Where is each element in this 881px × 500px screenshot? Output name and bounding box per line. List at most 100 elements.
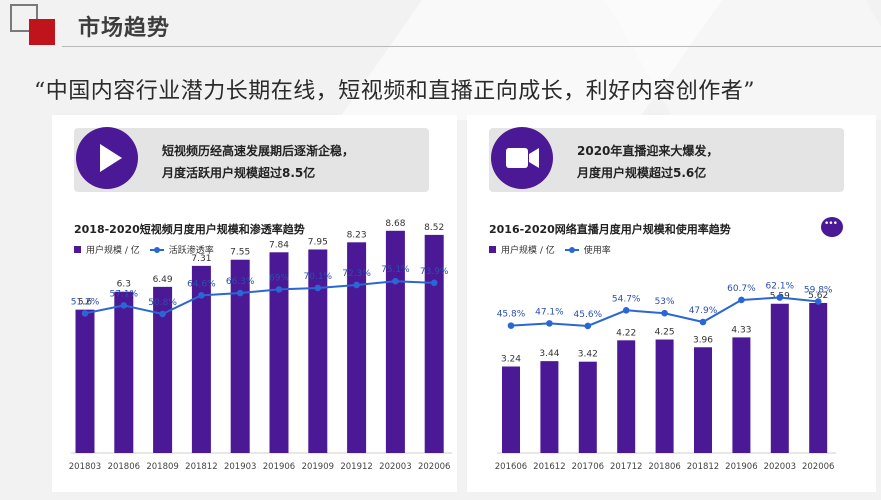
line-point [699,318,707,326]
bar [655,339,674,453]
line-value-label: 64.6% [187,279,216,289]
x-tick-label: 202006 [802,462,834,472]
bar-value-label: 7.84 [269,240,289,250]
callout-text: 短视频历经高速发展期后逐渐企稳， 月度活跃用户规模超过8.5亿 [162,140,354,184]
bar-value-label: 5.62 [808,291,828,301]
line-value-label: 45.6% [574,310,603,320]
chart-title: 2016-2020网络直播月度用户规模和使用率趋势 [489,223,731,236]
line-value-label: 60.7% [727,284,756,294]
logo-outline-square [10,4,38,32]
line-value-label: 70.1% [304,272,333,282]
callout-line: 月度活跃用户规模超过8.5亿 [162,166,316,180]
bar [502,366,520,453]
x-tick-label: 201712 [610,462,642,472]
line-series [84,280,435,315]
bar-value-label: 3.42 [578,350,598,360]
chart-title: 2018-2020短视频月度用户规模和渗透率趋势 [74,223,305,236]
callout-box: 2020年直播迎来大爆发， 月度用户规模超过5.6亿 [489,127,844,192]
bar-value-label: 7.55 [230,248,250,258]
legend-bar-label: 用户规模 / 亿 [86,246,140,256]
line-point [120,302,128,309]
line-value-label: 47.9% [689,306,718,316]
logo-red-square [29,19,55,45]
bar [694,347,712,453]
line-point [546,320,553,327]
live-streaming-chart: 3.24 201606 3.44 201612 3.42 201706 4.22 201712… [495,282,837,472]
line-point [814,298,822,305]
bar [809,302,828,453]
bar [75,309,95,453]
line-value-label: 53% [655,297,675,307]
x-tick-label: 201812 [687,462,719,472]
x-tick-label: 201806 [108,462,140,472]
bar-value-label: 4.22 [616,328,636,338]
bar-value-label: 8.52 [424,223,444,233]
line-point [584,322,592,330]
line-point [159,310,166,318]
bar-value-label: 4.33 [731,325,751,335]
bar-value-label: 8.68 [385,219,405,229]
line-point [314,284,322,292]
legend-line-label: 使用率 [583,246,611,256]
line-value-label: 75.1% [381,265,410,275]
bar [617,340,636,453]
bar-value-label: 5.6 [78,298,93,308]
x-tick-label: 201606 [495,462,527,472]
page-title: 市场趋势 [78,16,171,41]
bar-value-label: 4.25 [655,328,675,338]
x-tick-label: 201612 [533,462,565,472]
bar [385,230,405,453]
legend-line-label: 活跃渗透率 [168,246,214,256]
x-tick-label: 201812 [185,462,217,472]
line-point [430,279,438,287]
bar-value-label: 8.23 [347,230,367,240]
x-tick-label: 201912 [340,462,372,472]
line-point [81,310,89,317]
bar [308,249,328,453]
x-tick-label: 201803 [69,462,101,472]
bar-value-label: 7.31 [191,254,211,264]
bar [269,252,289,453]
legend-line-swatch [564,246,579,253]
line-value-label: 51.2% [71,297,100,307]
x-tick-label: 201909 [302,462,334,472]
line-value-label: 45.8% [497,310,526,320]
line-value-label: 57.1% [110,289,139,299]
line-point [353,281,360,289]
bar [191,265,211,453]
line-value-label: 72.3% [342,269,371,279]
bar [153,286,173,453]
bar [770,303,789,453]
x-tick-label: 202003 [379,462,411,472]
legend-bar-label: 用户规模 / 亿 [501,246,555,256]
chart-legend: 用户规模 / 亿 活跃渗透率 [74,243,214,256]
x-tick-label: 201809 [146,462,178,472]
bar [732,337,751,453]
headline-quote: “中国内容行业潜力长期在线，短视频和直播正向成长，利好内容创作者” [34,79,755,104]
line-point [275,286,283,293]
chart-legend: 用户规模 / 亿 使用率 [489,243,611,256]
play-icon [76,127,138,189]
short-video-chart: 5.6 201803 6.3 201806 6.49 201809 7.31 201812 7.… [69,219,453,472]
callout-text: 2020年直播迎来大爆发， 月度用户规模超过5.6亿 [577,140,718,184]
callout-line: 2020年直播迎来大爆发， [577,144,719,158]
bar-value-label: 7.95 [308,237,328,247]
line-value-label: 73.9% [420,267,449,277]
video-camera-icon [491,127,553,189]
callout-line: 月度用户规模超过5.6亿 [577,166,707,180]
callout-line: 短视频历经高速发展期后逐渐企稳， [162,144,355,158]
line-point [622,306,630,314]
x-tick-label: 201903 [224,462,256,472]
bar [578,361,597,453]
line-point [661,309,668,317]
line-value-label: 69% [269,273,289,283]
bar [114,291,134,453]
line-point [392,277,399,285]
line-point [776,294,784,301]
bar [424,234,444,453]
x-tick-label: 201906 [263,462,295,472]
x-tick-label: 201806 [648,462,680,472]
chat-bubble-icon[interactable] [821,217,843,237]
bar-value-label: 6.49 [153,275,173,285]
line-point [507,322,515,329]
